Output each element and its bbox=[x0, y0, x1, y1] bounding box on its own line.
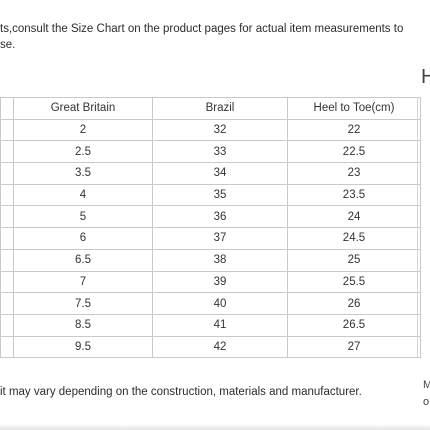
table-cell: 3.5 bbox=[13, 162, 153, 185]
table-cell: 23 bbox=[287, 162, 421, 185]
table-cell: 2 bbox=[13, 118, 153, 142]
table-header-cell: Brazil bbox=[152, 97, 288, 120]
panel-divider bbox=[417, 97, 418, 357]
table-cell: 6 bbox=[13, 227, 153, 250]
table-row: 9.5 42 27 bbox=[0, 335, 421, 359]
table-cell: 40 bbox=[152, 292, 288, 315]
table-cell: 2.5 bbox=[13, 140, 153, 164]
table-cell bbox=[0, 270, 14, 294]
table-cell: 22 bbox=[287, 118, 421, 142]
right-column-fragment: M o bbox=[423, 377, 430, 411]
table-row: 2 32 22 bbox=[0, 118, 421, 142]
table-cell: 34 bbox=[152, 162, 288, 185]
table-header-cell: Heel to Toe(cm) bbox=[287, 97, 421, 120]
table-cell: 6.5 bbox=[13, 248, 153, 272]
size-chart-table-wrapper: Great Britain Brazil Heel to Toe(cm) 2 32 22 2… bbox=[0, 97, 421, 359]
table-cell bbox=[0, 248, 14, 272]
table-cell: 24.5 bbox=[287, 227, 421, 250]
table-cell bbox=[0, 183, 14, 207]
table-cell: 5 bbox=[13, 205, 153, 229]
table-row: 6.5 38 25 bbox=[0, 248, 421, 272]
intro-line-2: se. bbox=[0, 39, 16, 51]
table-cell: 39 bbox=[152, 270, 288, 294]
bottom-edge-shadow bbox=[0, 424, 430, 430]
table-cell: 4 bbox=[13, 183, 153, 207]
table-cell: 8.5 bbox=[13, 313, 153, 337]
table-row: 6 37 24.5 bbox=[0, 227, 421, 250]
table-cell: 27 bbox=[287, 335, 421, 359]
table-cell bbox=[0, 118, 14, 142]
cut-off-heading: H bbox=[421, 66, 430, 88]
table-cell: 26.5 bbox=[287, 313, 421, 337]
table-cell: 33 bbox=[152, 140, 288, 164]
right-fragment-line-1: M bbox=[423, 379, 430, 391]
size-chart-table: Great Britain Brazil Heel to Toe(cm) 2 32 22 2… bbox=[0, 97, 421, 359]
table-row: 5 36 24 bbox=[0, 205, 421, 229]
table-header-cell: Great Britain bbox=[13, 97, 153, 120]
table-cell: 42 bbox=[152, 335, 288, 359]
table-cell: 22.5 bbox=[287, 140, 421, 164]
table-cell: 36 bbox=[152, 205, 288, 229]
table-row: 7 39 25.5 bbox=[0, 270, 421, 294]
table-cell: 41 bbox=[152, 313, 288, 337]
table-cell: 23.5 bbox=[287, 183, 421, 207]
table-cell: 37 bbox=[152, 227, 288, 250]
right-fragment-line-2: o bbox=[423, 396, 430, 408]
table-row: 7.5 40 26 bbox=[0, 292, 421, 315]
table-cell: 24 bbox=[287, 205, 421, 229]
table-cell: 32 bbox=[152, 118, 288, 142]
table-row: 4 35 23.5 bbox=[0, 183, 421, 207]
footnote: it may vary depending on the constructio… bbox=[0, 386, 362, 398]
table-cell bbox=[0, 140, 14, 164]
table-cell: 26 bbox=[287, 292, 421, 315]
table-cell: 35 bbox=[152, 183, 288, 207]
intro-line-1: ts,consult the Size Chart on the product… bbox=[0, 23, 404, 35]
table-cell bbox=[0, 205, 14, 229]
table-cell bbox=[0, 292, 14, 315]
table-cell: 9.5 bbox=[13, 335, 153, 359]
table-row: 2.5 33 22.5 bbox=[0, 140, 421, 164]
table-cell bbox=[0, 313, 14, 337]
table-cell: 25 bbox=[287, 248, 421, 272]
table-cell bbox=[0, 162, 14, 185]
table-cell: 7.5 bbox=[13, 292, 153, 315]
table-cell: 7 bbox=[13, 270, 153, 294]
table-row: 3.5 34 23 bbox=[0, 162, 421, 185]
table-header-cell bbox=[0, 97, 14, 120]
table-cell bbox=[0, 335, 14, 359]
table-cell: 25.5 bbox=[287, 270, 421, 294]
intro-text: ts,consult the Size Chart on the product… bbox=[0, 21, 410, 53]
table-cell bbox=[0, 227, 14, 250]
table-header-row: Great Britain Brazil Heel to Toe(cm) bbox=[0, 97, 421, 120]
table-row: 8.5 41 26.5 bbox=[0, 313, 421, 337]
table-cell: 38 bbox=[152, 248, 288, 272]
